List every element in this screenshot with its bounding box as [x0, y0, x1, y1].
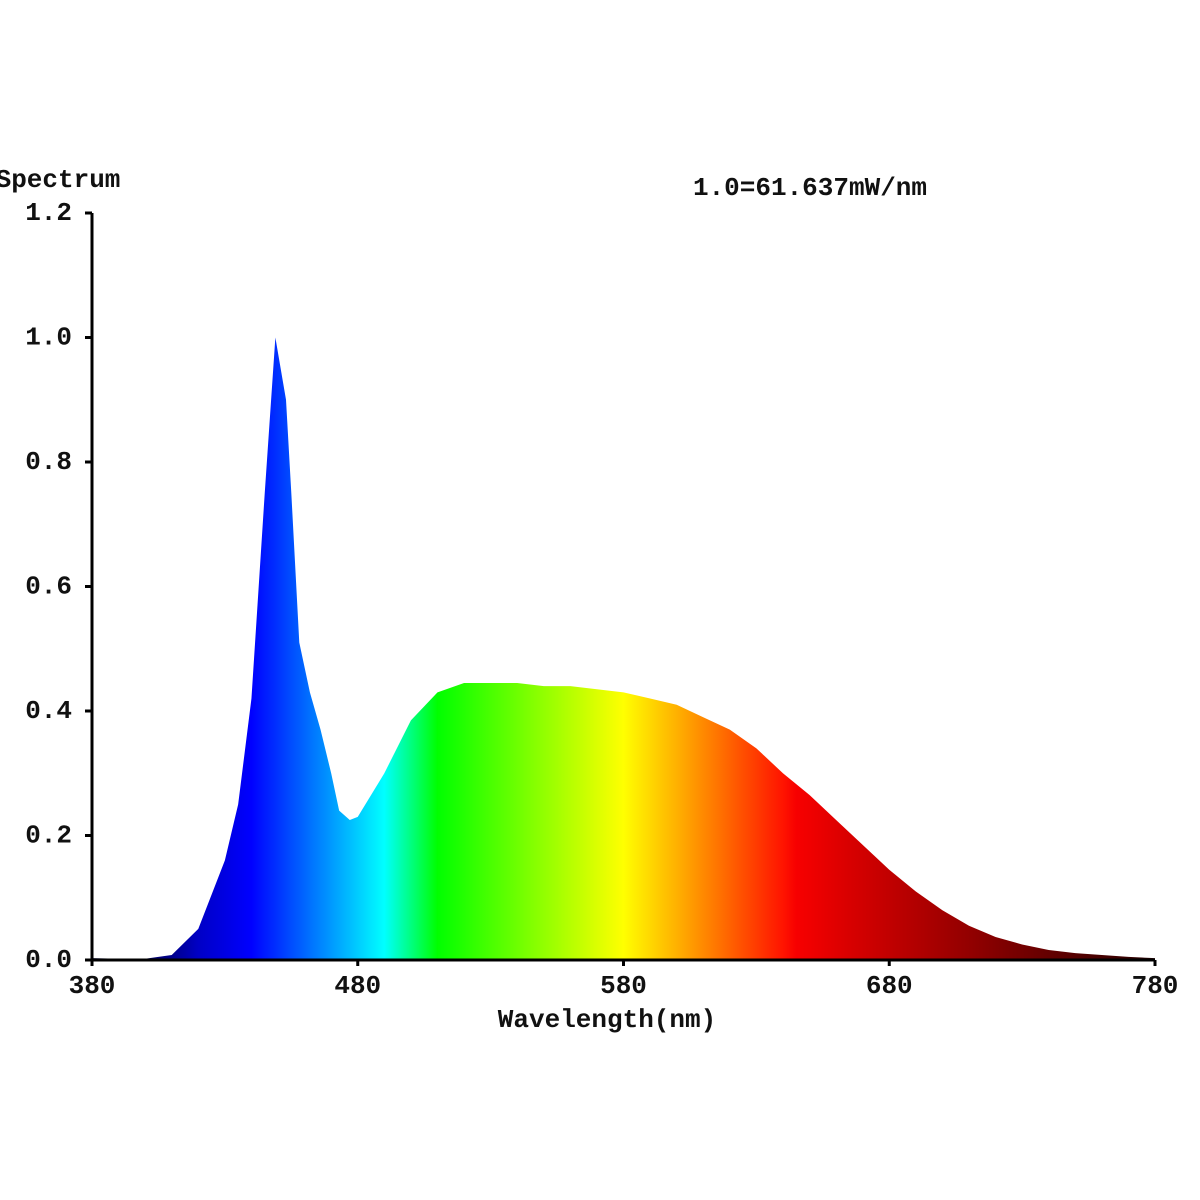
y-tick-label: 0.4: [25, 696, 72, 726]
y-tick-label: 1.2: [25, 198, 72, 228]
annotation: 1.0=61.637mW/nm: [693, 173, 927, 203]
y-axis-label: Spectrum: [0, 165, 120, 195]
x-axis-label: Wavelength(nm): [498, 1005, 716, 1035]
x-tick-label: 780: [1132, 971, 1179, 1001]
spectrum-area: [92, 337, 1155, 960]
x-tick-label: 480: [334, 971, 381, 1001]
y-tick-label: 0.8: [25, 447, 72, 477]
x-tick-label: 580: [600, 971, 647, 1001]
y-tick-label: 0.6: [25, 571, 72, 601]
x-tick-label: 680: [866, 971, 913, 1001]
y-tick-label: 0.0: [25, 945, 72, 975]
y-tick-label: 1.0: [25, 322, 72, 352]
y-tick-label: 0.2: [25, 820, 72, 850]
x-tick-label: 380: [69, 971, 116, 1001]
